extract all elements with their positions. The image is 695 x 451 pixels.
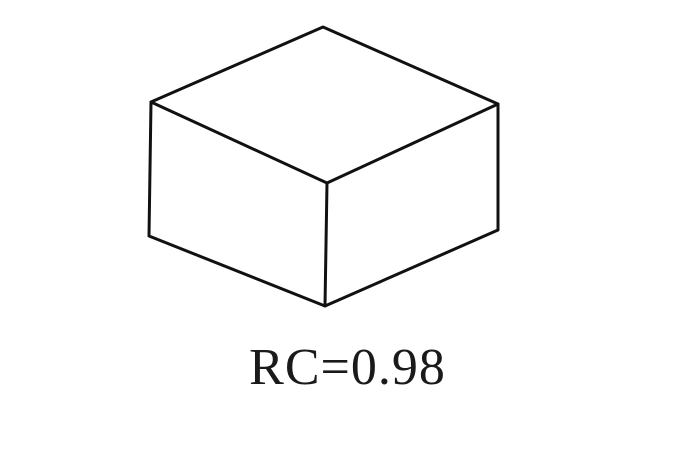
box-front-vertical-edge (323, 181, 329, 308)
box-left-face (149, 102, 327, 306)
box-shape (147, 25, 500, 308)
box-right-face (325, 104, 498, 306)
figure-caption: RC=0.98 (249, 339, 446, 396)
box-outline (147, 25, 500, 308)
